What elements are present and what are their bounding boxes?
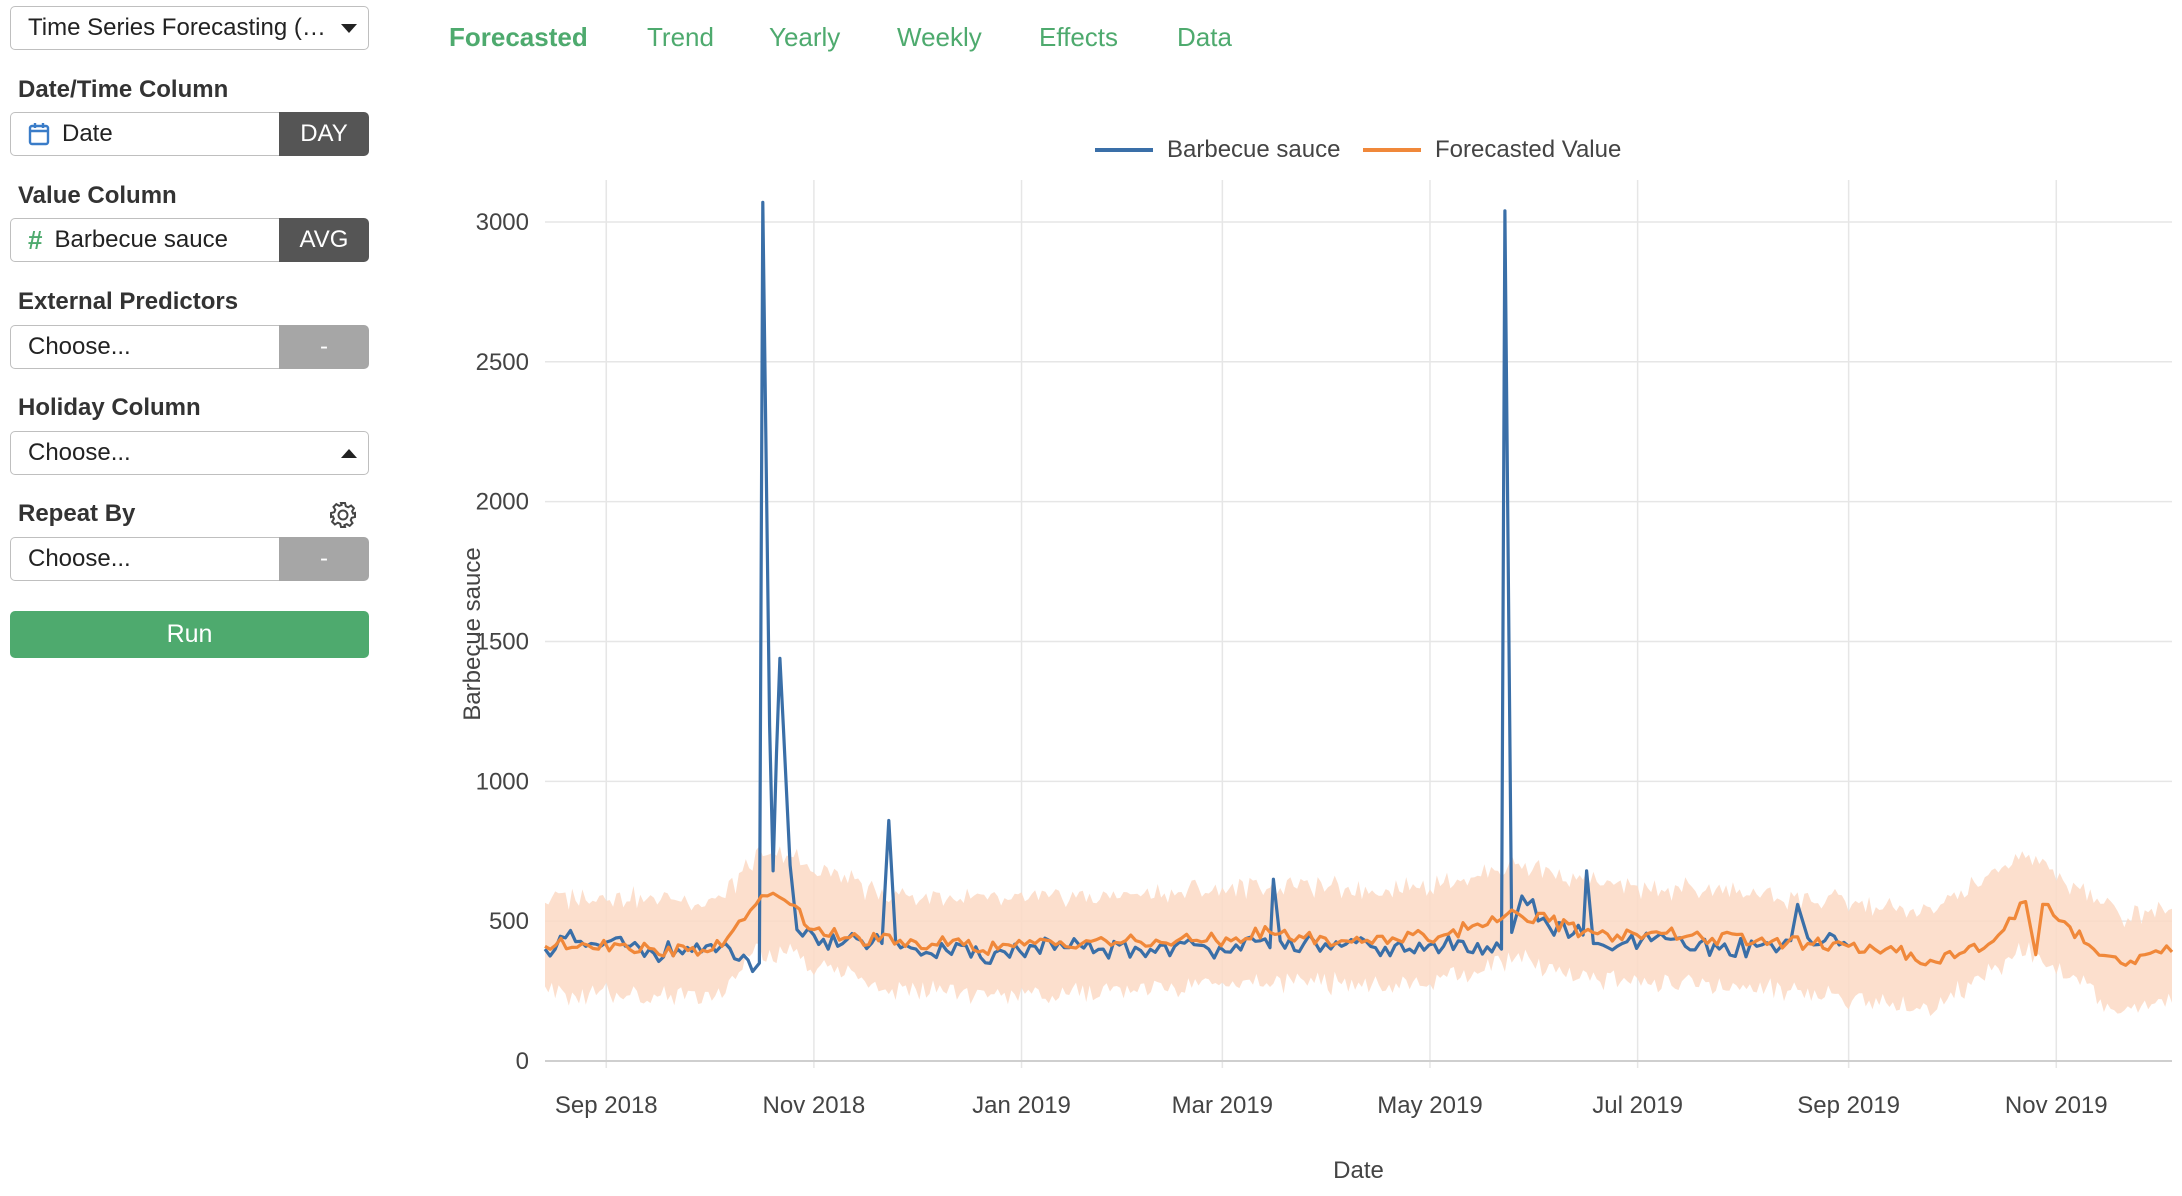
date-column-selector[interactable]: Date DAY [10,112,369,156]
y-axis-title: Barbecue sauce [459,547,486,720]
date-column-field[interactable]: Date [10,112,279,156]
aggregation-button[interactable]: AVG [279,218,369,262]
x-tick-label: Nov 2019 [2005,1092,2108,1119]
actual-series-line [543,200,1850,974]
run-button[interactable]: Run [10,611,369,658]
repeat-by-field[interactable]: Choose... [10,537,279,581]
y-tick-label: 2500 [476,349,529,376]
tab-weekly[interactable]: Weekly [897,22,982,52]
external-predictors-selector[interactable]: Choose... - [10,325,369,369]
external-predictors-value: Choose... [28,333,131,360]
legend-item-forecast[interactable]: Forecasted Value [1363,136,1621,164]
y-tick-label: 1500 [476,628,529,655]
tab-effects[interactable]: Effects [1039,22,1119,52]
x-tick-label: Mar 2019 [1172,1092,1273,1119]
tab-forecasted[interactable]: Forecasted [449,22,588,52]
external-predictors-field[interactable]: Choose... [10,325,279,369]
date-column-value: Date [62,120,113,147]
chevron-down-icon [341,23,357,33]
y-tick-label: 500 [489,908,529,935]
repeat-by-value: Choose... [28,545,131,572]
legend-swatch-forecast [1363,148,1421,152]
x-tick-label: Jan 2019 [972,1092,1071,1119]
x-axis-title: Date [1333,1157,1384,1184]
y-tick-label: 0 [516,1048,529,1075]
legend-label-forecast: Forecasted Value [1435,136,1622,163]
gear-icon[interactable] [328,500,358,535]
repeat-by-button[interactable]: - [279,537,369,581]
forecast-interval-band [545,846,2172,1016]
y-tick-label: 2000 [476,489,529,516]
y-tick-label: 1000 [476,768,529,795]
x-tick-label: Jul 2019 [1592,1092,1683,1119]
external-predictors-label: External Predictors [18,288,239,315]
repeat-by-label: Repeat By [18,500,136,527]
holiday-column-select[interactable]: Choose... [10,431,369,475]
tab-trend[interactable]: Trend [647,22,714,52]
chevron-up-icon [341,448,357,458]
legend-item-actual[interactable]: Barbecue sauce [1095,136,1340,164]
date-unit-button[interactable]: DAY [279,112,369,156]
legend-label-actual: Barbecue sauce [1167,136,1341,163]
external-predictors-button[interactable]: - [279,325,369,369]
repeat-by-selector[interactable]: Choose... - [10,537,369,581]
x-tick-label: Sep 2018 [555,1092,658,1119]
x-tick-label: May 2019 [1377,1092,1482,1119]
x-tick-label: Sep 2019 [1797,1092,1900,1119]
value-column-label: Value Column [18,182,177,209]
legend-swatch-actual [1095,148,1153,152]
model-select[interactable]: Time Series Forecasting (P… [10,6,369,50]
calendar-icon [28,122,50,146]
forecast-series-line [544,891,2174,967]
value-column-selector[interactable]: # Barbecue sauce AVG [10,218,369,262]
tab-yearly[interactable]: Yearly [769,22,841,52]
sidebar: Time Series Forecasting (P… Date/Time Co… [0,0,380,1196]
tab-data[interactable]: Data [1177,22,1232,52]
date-column-label: Date/Time Column [18,76,229,103]
value-column-value: Barbecue sauce [54,226,228,253]
x-tick-label: Nov 2018 [763,1092,866,1119]
holiday-column-label: Holiday Column [18,394,201,421]
hash-icon: # [28,224,43,255]
y-tick-label: 3000 [476,209,529,236]
value-column-field[interactable]: # Barbecue sauce [10,218,279,262]
